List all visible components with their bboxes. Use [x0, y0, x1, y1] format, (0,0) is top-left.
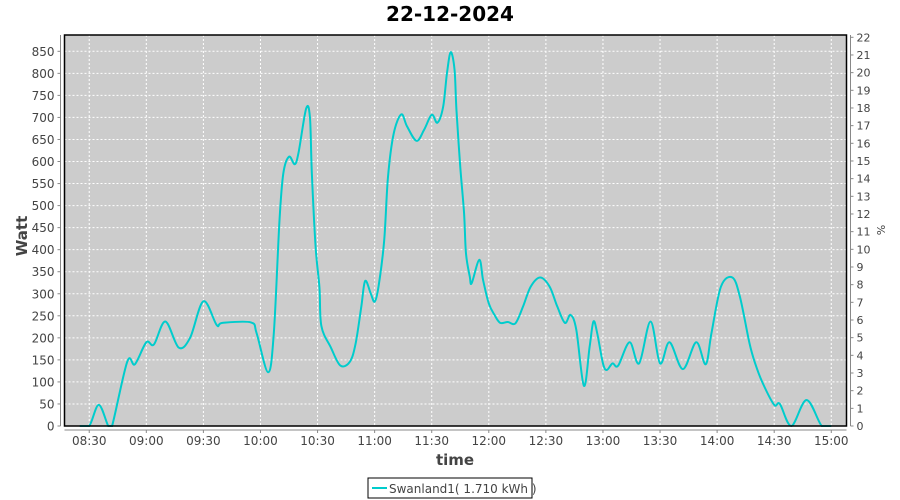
x-tick-label: 10:00: [243, 434, 278, 448]
y2-tick-label: 16: [857, 137, 871, 150]
x-tick-label: 13:30: [643, 434, 678, 448]
y2-tick-label: 5: [857, 332, 864, 345]
y-tick-label: 50: [39, 397, 54, 411]
x-tick-label: 11:30: [414, 434, 449, 448]
y-tick-label: 700: [32, 111, 55, 125]
legend: Swanland1( 1.710 kWh ): [367, 477, 537, 499]
chart-title: 22-12-2024: [386, 2, 514, 26]
y2-tick-label: 2: [857, 385, 864, 398]
y2-tick-label: 9: [857, 261, 864, 274]
y2-tick-label: 12: [857, 208, 871, 221]
y-axis-label: Watt: [13, 216, 31, 256]
x-tick-label: 13:00: [586, 434, 621, 448]
y-tick-label: 650: [32, 133, 55, 147]
legend-label: Swanland1( 1.710 kWh ): [389, 482, 537, 496]
y2-tick-label: 18: [857, 102, 871, 115]
y-tick-label: 500: [32, 199, 55, 213]
y2-tick-label: 3: [857, 367, 864, 380]
x-tick-label: 12:30: [529, 434, 564, 448]
y2-axis-label: %: [874, 225, 887, 235]
x-tick-label: 14:30: [757, 434, 792, 448]
y2-tick-label: 20: [857, 67, 871, 80]
plot-border: [63, 34, 848, 427]
x-tick-label: 11:00: [357, 434, 392, 448]
x-axis-label: time: [436, 451, 474, 469]
y2-tick-label: 21: [857, 49, 871, 62]
y2-tick-label: 13: [857, 190, 871, 203]
y-tick-label: 550: [32, 177, 55, 191]
y2-tick-label: 17: [857, 120, 871, 133]
y-tick-label: 350: [32, 265, 55, 279]
y2-tick-label: 8: [857, 279, 864, 292]
y2-tick-label: 4: [857, 349, 864, 362]
y-tick-label: 600: [32, 155, 55, 169]
x-tick-label: 09:30: [186, 434, 221, 448]
y-tick-label: 250: [32, 309, 55, 323]
y2-tick-label: 0: [857, 420, 864, 433]
y-tick-label: 750: [32, 89, 55, 103]
y2-tick-label: 15: [857, 155, 871, 168]
grid: [64, 35, 847, 426]
y-tick-label: 400: [32, 243, 55, 257]
y-tick-label: 0: [47, 420, 55, 434]
x-tick-label: 10:30: [300, 434, 335, 448]
x-tick-label: 09:00: [129, 434, 164, 448]
x-tick-label: 12:00: [471, 434, 506, 448]
legend-box: [367, 477, 533, 499]
series-line-swanland1: [79, 51, 832, 428]
y2-tick-label: 1: [857, 402, 864, 415]
y-tick-label: 200: [32, 331, 55, 345]
x-axis: 08:30 09:00 09:30 10:00 10:30 11:00 11:30 12:00…: [64, 429, 849, 448]
y-axis-left: 0 50 100 150 200 250 300 350 400 450 500 550 600 650 7…: [32, 35, 61, 434]
x-tick-label: 08:30: [72, 434, 107, 448]
y2-tick-label: 6: [857, 314, 864, 327]
y-tick-label: 850: [32, 45, 55, 59]
y-tick-label: 100: [32, 375, 55, 389]
y2-tick-label: 7: [857, 296, 864, 309]
y2-tick-label: 22: [857, 31, 871, 44]
y2-tick-label: 11: [857, 226, 871, 239]
y-tick-label: 450: [32, 221, 55, 235]
y2-tick-label: 10: [857, 243, 871, 256]
y2-tick-label: 14: [857, 173, 871, 186]
y-tick-label: 800: [32, 67, 55, 81]
y2-tick-label: 19: [857, 84, 871, 97]
x-tick-label: 15:00: [814, 434, 849, 448]
y-tick-label: 150: [32, 353, 55, 367]
y-tick-label: 300: [32, 287, 55, 301]
x-tick-label: 14:00: [700, 434, 735, 448]
